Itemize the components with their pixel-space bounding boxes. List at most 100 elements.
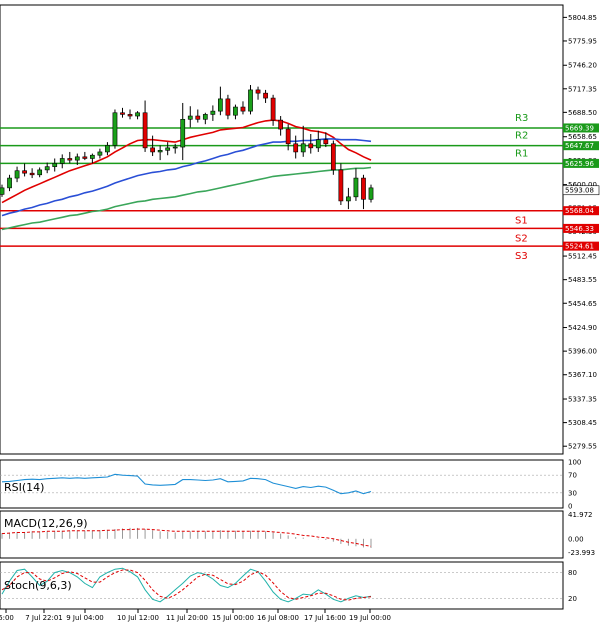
candle-body: [293, 143, 299, 153]
rsi-tick-label: 70: [568, 472, 577, 480]
candle: [150, 135, 155, 157]
rsi-line: [1, 473, 372, 495]
price-tick-label: 5775.95: [568, 37, 597, 45]
candle: [29, 168, 35, 179]
macd-panel: 41.972 0.00 -23.993 MACD(12,26,9): [0, 510, 595, 559]
price-tick-label: 5688.50: [568, 109, 597, 117]
candle: [240, 101, 246, 115]
candle: [112, 109, 118, 149]
candle: [353, 168, 359, 201]
candle: [74, 153, 80, 166]
candle-body: [187, 115, 193, 120]
time-tick-label: 15 Jul 00:00: [212, 614, 254, 622]
level-price-label: 5546.33: [565, 225, 594, 233]
moving-averages: [1, 119, 372, 231]
candle-body: [353, 177, 359, 198]
candle: [52, 158, 58, 172]
level-price-box: [563, 241, 599, 251]
candle-body: [29, 172, 35, 176]
candle-body: [210, 110, 216, 115]
candle-body: [172, 146, 178, 149]
level-name-s3: S3: [515, 251, 528, 262]
candles: [0, 85, 374, 210]
candle: [285, 124, 291, 151]
candle: [330, 140, 336, 175]
level-price-box: [563, 223, 599, 233]
candle: [346, 187, 351, 210]
candle-body: [180, 118, 186, 148]
candle-body: [315, 139, 321, 149]
candle-body: [263, 92, 268, 99]
moving-average-line: [1, 119, 372, 204]
candle-body: [278, 119, 284, 130]
price-tick-label: 5337.35: [568, 396, 597, 404]
candle-body: [44, 166, 50, 171]
candle: [14, 166, 20, 183]
price-tick-label: 5600.00: [568, 181, 597, 189]
level-name-r1: R1: [515, 148, 528, 159]
candle: [172, 143, 178, 154]
candle: [278, 116, 284, 136]
candle-body: [165, 147, 171, 151]
candle: [323, 132, 329, 148]
candle-body: [218, 98, 223, 112]
level-price-box: [563, 141, 599, 151]
macd-tick-label: -23.993: [568, 549, 595, 557]
level-price-box: [563, 158, 599, 168]
macd-tick-label: 0.00: [568, 535, 584, 543]
time-tick-label: 11 Jul 20:00: [166, 614, 208, 622]
candle: [7, 174, 12, 192]
candle: [135, 111, 140, 120]
stoch-title: Stoch(9,6,3): [4, 579, 72, 592]
candle-body: [142, 112, 148, 149]
price-tick-label: 5396.00: [568, 348, 597, 356]
candle-body: [330, 143, 336, 171]
candle-body: [225, 98, 231, 116]
price-tick-label: 5454.65: [568, 300, 597, 308]
rsi-panel: 100 70 30 0 RSI(14): [0, 459, 581, 511]
candle: [255, 86, 261, 100]
candle: [97, 148, 103, 159]
candle: [368, 184, 374, 203]
time-tick-label: 9 Jul 04:00: [66, 614, 104, 622]
moving-average-line: [1, 138, 372, 217]
candle-body: [150, 147, 155, 153]
candle: [263, 89, 268, 103]
price-tick-label: 5717.35: [568, 85, 597, 93]
price-tick-label: 5512.45: [568, 253, 597, 261]
candle: [67, 151, 73, 164]
candle-body: [368, 187, 374, 200]
candle: [270, 94, 276, 126]
time-tick-label: 6:00: [0, 614, 14, 622]
candle: [187, 106, 193, 128]
candle-body: [195, 115, 201, 120]
time-tick-label: 7 Jul 22:01: [25, 614, 63, 622]
candle: [120, 107, 125, 118]
rsi-title: RSI(14): [4, 481, 44, 494]
time-tick-label: 17 Jul 16:00: [304, 614, 346, 622]
candle-body: [255, 89, 261, 94]
stoch-tick-label: 20: [568, 595, 577, 603]
candle: [44, 162, 50, 174]
candle-body: [59, 158, 65, 164]
level-price-label: 5524.61: [565, 243, 594, 251]
rsi-tick-label: 100: [568, 459, 581, 467]
candle: [37, 167, 43, 178]
level-price-label: 5669.39: [565, 124, 594, 132]
stoch-d-line: [1, 569, 372, 601]
level-name-s2: S2: [515, 233, 528, 244]
candle-body: [323, 139, 329, 145]
candle-body: [248, 89, 253, 112]
candle: [82, 151, 88, 161]
current-price-box: [562, 185, 600, 196]
rsi-tick-label: 30: [568, 489, 577, 497]
candle: [202, 112, 208, 125]
level-price-label: 5625.96: [565, 160, 594, 168]
candle-body: [300, 143, 306, 153]
candle: [225, 94, 231, 120]
candle-body: [157, 150, 163, 153]
price-tick-label: 5804.85: [568, 14, 597, 22]
candle-body: [346, 196, 351, 202]
current-price-label: 5593.08: [565, 187, 594, 195]
price-tick-label: 5367.10: [568, 371, 597, 379]
